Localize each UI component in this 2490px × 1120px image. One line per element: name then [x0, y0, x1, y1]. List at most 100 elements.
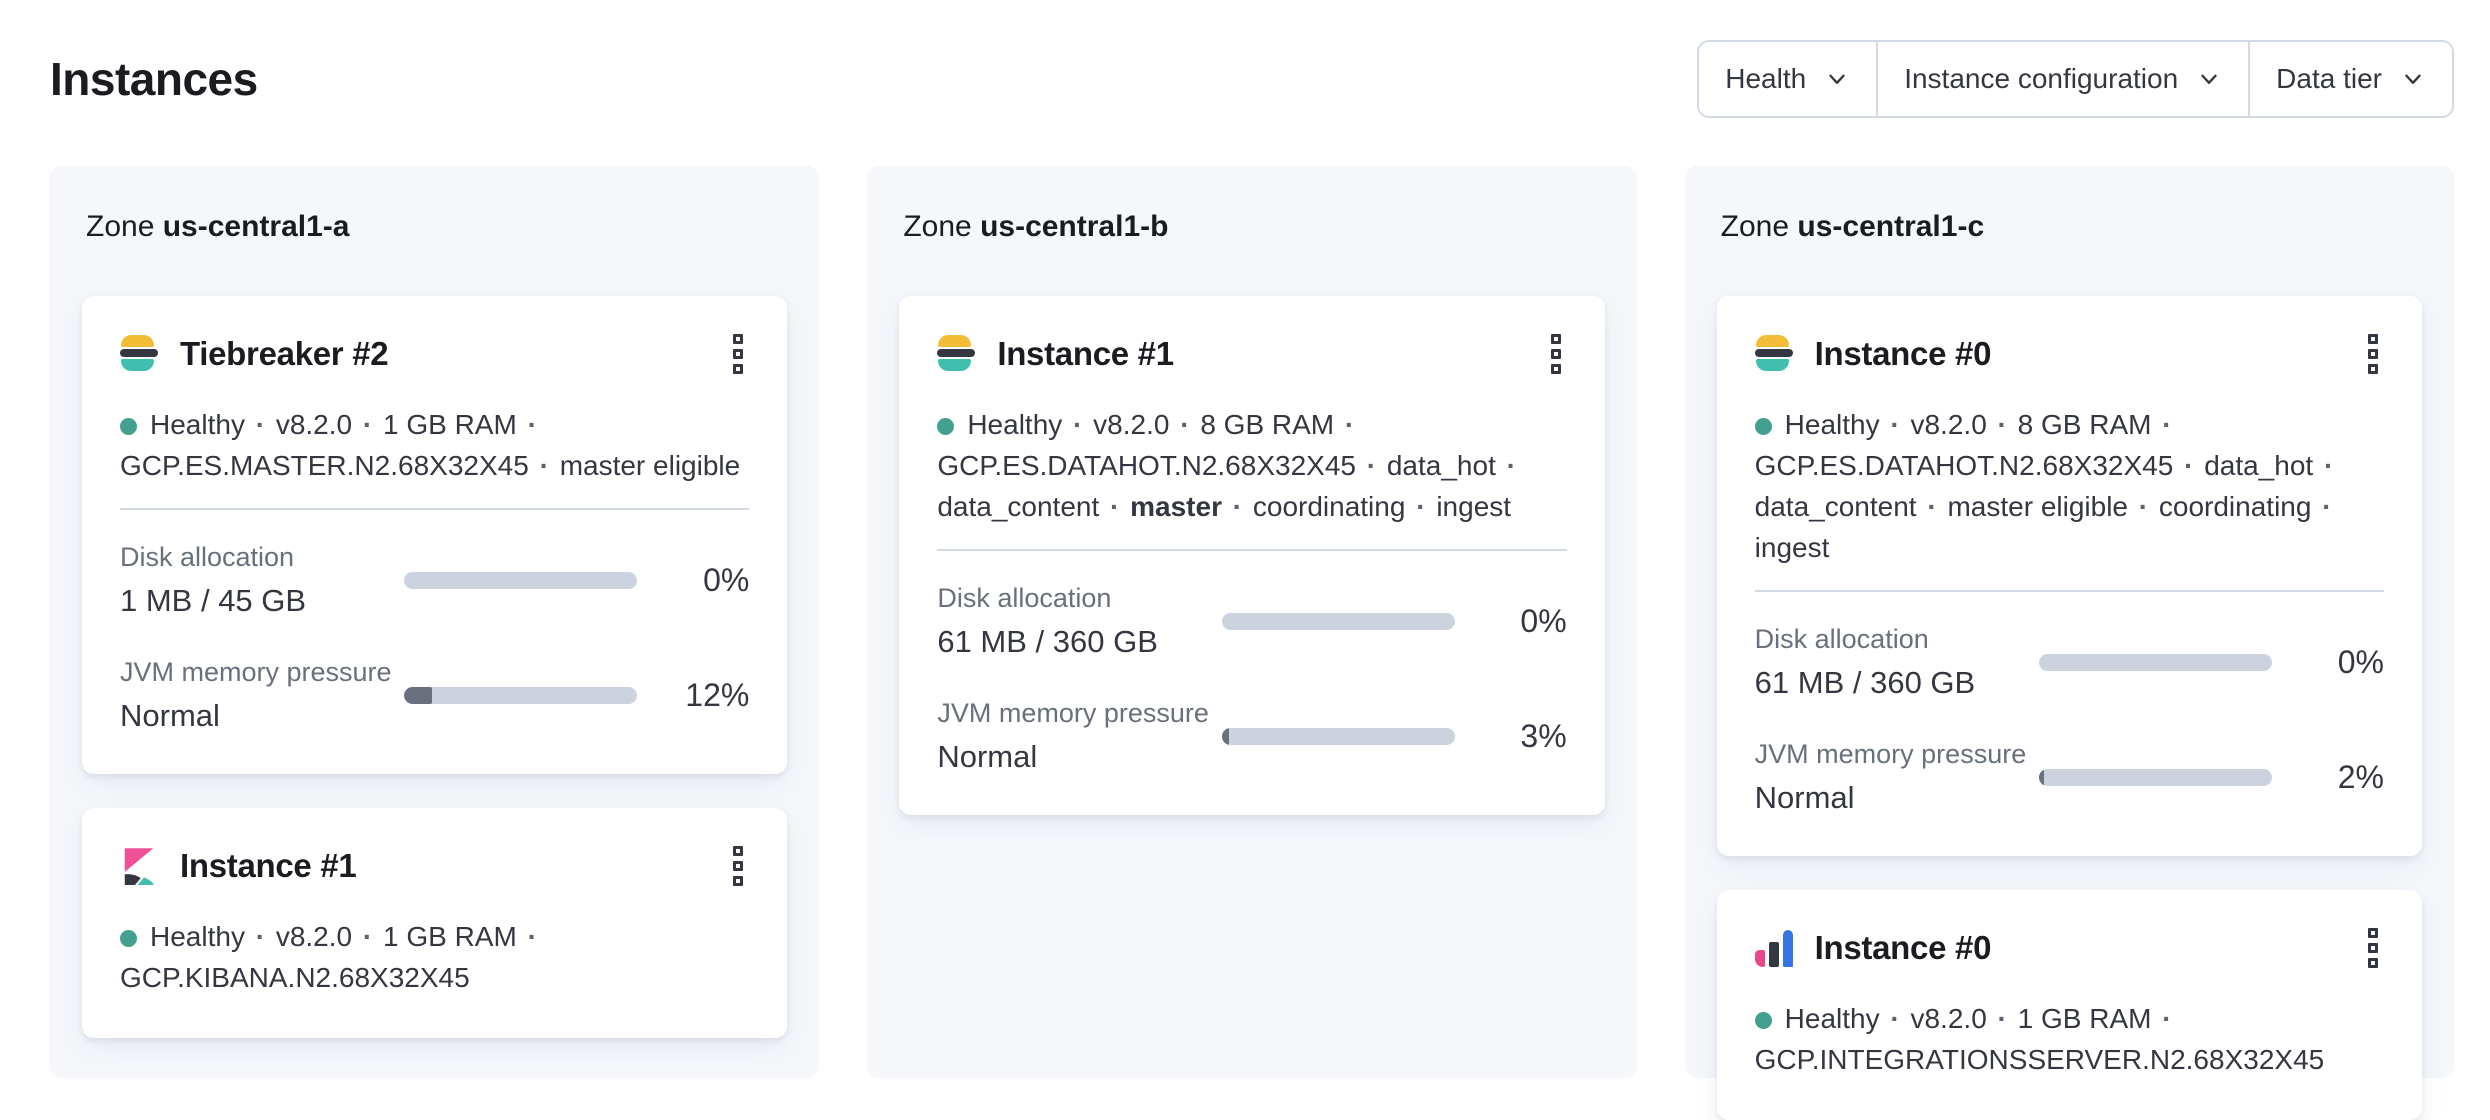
instance-card: Instance #0 Healthy · v8.2.0 · 1 GB RAM ·… [1716, 890, 2422, 1120]
filter-button-label: Data tier [2276, 63, 2382, 94]
es-top-slice [938, 335, 972, 347]
metric-value: 61 MB / 360 GB [937, 624, 1158, 659]
boxes-vertical-icon [1550, 349, 1561, 359]
meta-token: v8.2.0 [275, 409, 353, 440]
zone-panel: Zone us-central1-b Instance #1 Healthy · v… [867, 166, 1637, 1078]
meta-separator: · [1416, 491, 1426, 522]
metric-value: Normal [937, 739, 1038, 774]
meta-token: 1 GB RAM [383, 921, 517, 952]
instance-meta: Healthy · v8.2.0 · 1 GB RAM · GCP.INTEGR… [1754, 998, 2384, 1080]
card-divider [120, 508, 750, 510]
card-divider [1754, 590, 2384, 592]
meta-separator: · [1110, 491, 1120, 522]
meta-token: GCP.INTEGRATIONSSERVER.N2.68X32X45 [1754, 1044, 2325, 1075]
metric-percent: 0% [1520, 603, 1567, 639]
meta-separator: · [1997, 1003, 2007, 1034]
metric-percent: 12% [685, 677, 750, 713]
instance-meta: Healthy · v8.2.0 · 8 GB RAM · GCP.ES.DAT… [937, 404, 1566, 527]
meta-token: 1 GB RAM [383, 409, 517, 440]
instance-meta: Healthy · v8.2.0 · 1 GB RAM · GCP.KIBANA… [120, 916, 749, 998]
card-divider [937, 549, 1567, 551]
meta-separator: · [2323, 450, 2334, 481]
boxes-vertical-icon [1550, 364, 1561, 374]
zone-label: Zone us-central1-a [86, 210, 787, 244]
page-title: Instances [50, 53, 258, 105]
chevron-down-icon [2405, 74, 2421, 84]
bar-blue [1782, 930, 1793, 967]
zones-row: Zone us-central1-a Tiebreaker #2 Healthy ·… [50, 166, 2454, 1120]
instance-meta: Healthy · v8.2.0 · 8 GB RAM · GCP.ES.DAT… [1754, 404, 2384, 568]
metric-percent: 3% [1520, 718, 1567, 754]
meta-token: Healthy [150, 921, 245, 952]
zone-name: us-central1-c [1797, 210, 1985, 243]
meta-separator: · [539, 450, 549, 481]
boxes-vertical-icon [2367, 958, 2378, 968]
es-mid-slice [937, 349, 976, 357]
meta-token: Healthy [1784, 1003, 1880, 1034]
instance-actions-menu-button[interactable] [727, 328, 749, 380]
metric-text: JVM memory pressure Normal [1755, 739, 2039, 816]
bar-dark [1768, 942, 1779, 967]
instance-actions-menu-button[interactable] [2362, 328, 2384, 380]
instance-actions-menu-button[interactable] [727, 840, 749, 892]
instance-title: Instance #1 [997, 335, 1174, 372]
meta-token: master eligible [559, 450, 741, 481]
meta-token: coordinating [2158, 491, 2312, 522]
metric-text: JVM memory pressure Normal [937, 698, 1221, 775]
metric-value: 1 MB / 45 GB [120, 583, 307, 618]
filter-button-instance-configuration[interactable]: Instance configuration [1876, 42, 2249, 116]
metric-value: 61 MB / 360 GB [1754, 665, 1976, 700]
meta-token: coordinating [1252, 491, 1406, 522]
meta-separator: · [527, 409, 537, 440]
metric-label: Disk allocation [1754, 624, 1929, 654]
filter-button-data-tier[interactable]: Data tier [2248, 42, 2452, 116]
metric-row: Disk allocation 1 MB / 45 GB 0% [120, 542, 749, 619]
es-top-slice [1755, 335, 1789, 347]
filter-button-health[interactable]: Health [1699, 42, 1877, 116]
metric-text: Disk allocation 61 MB / 360 GB [937, 583, 1221, 660]
instance-title: Instance #0 [1814, 929, 1992, 966]
instance-actions-menu-button[interactable] [1545, 328, 1567, 380]
metric-percent: 0% [703, 562, 750, 598]
meta-token: Healthy [150, 409, 245, 440]
zone-label-prefix: Zone [86, 210, 155, 243]
meta-token: 8 GB RAM [1200, 409, 1335, 440]
meta-token: data_hot [1386, 450, 1496, 481]
meta-token: 1 GB RAM [2017, 1003, 2152, 1034]
meta-separator: · [2322, 491, 2332, 522]
metric-text: JVM memory pressure Normal [120, 657, 404, 734]
metric-label: JVM memory pressure [937, 698, 1209, 728]
progress-bar [1221, 728, 1455, 745]
boxes-vertical-icon [733, 334, 744, 344]
meta-separator: · [1890, 1003, 1900, 1034]
progress-bar-fill [1221, 728, 1229, 745]
metric-percent: 0% [2337, 644, 2384, 680]
zone-name: us-central1-b [980, 210, 1169, 243]
instance-actions-menu-button[interactable] [2362, 922, 2384, 974]
integrations-server-logo-icon [1754, 929, 1793, 967]
chevron-down-icon [1829, 74, 1845, 84]
meta-token: GCP.ES.DATAHOT.N2.68X32X45 [1754, 450, 2174, 481]
meta-separator: · [1366, 450, 1377, 481]
health-status-dot [1754, 1012, 1772, 1029]
filter-group: Health Instance configuration Data tier [1697, 40, 2454, 118]
meta-separator: · [1344, 409, 1355, 440]
zone-panel: Zone us-central1-a Tiebreaker #2 Healthy ·… [50, 166, 820, 1078]
meta-token: v8.2.0 [1093, 409, 1170, 440]
boxes-vertical-icon [2367, 334, 2378, 344]
metric-row: JVM memory pressure Normal 2% [1755, 739, 2384, 816]
zone-label-prefix: Zone [1720, 210, 1790, 243]
instance-card-header: Instance #0 [1754, 328, 2384, 380]
progress-bar-fill [2038, 769, 2044, 786]
elasticsearch-logo-icon [120, 335, 158, 373]
meta-separator: · [255, 921, 266, 952]
meta-token: v8.2.0 [1910, 1003, 1987, 1034]
meta-token: ingest [1754, 532, 1830, 563]
boxes-vertical-icon [2367, 349, 2378, 359]
page-header: Instances Health Instance configuration … [50, 40, 2454, 118]
meta-token: Healthy [1784, 409, 1880, 440]
instance-card: Tiebreaker #2 Healthy · v8.2.0 · 1 GB RAM… [82, 296, 788, 774]
progress-bar [2038, 769, 2272, 786]
meta-separator: · [255, 409, 266, 440]
elasticsearch-logo-icon [937, 335, 976, 373]
